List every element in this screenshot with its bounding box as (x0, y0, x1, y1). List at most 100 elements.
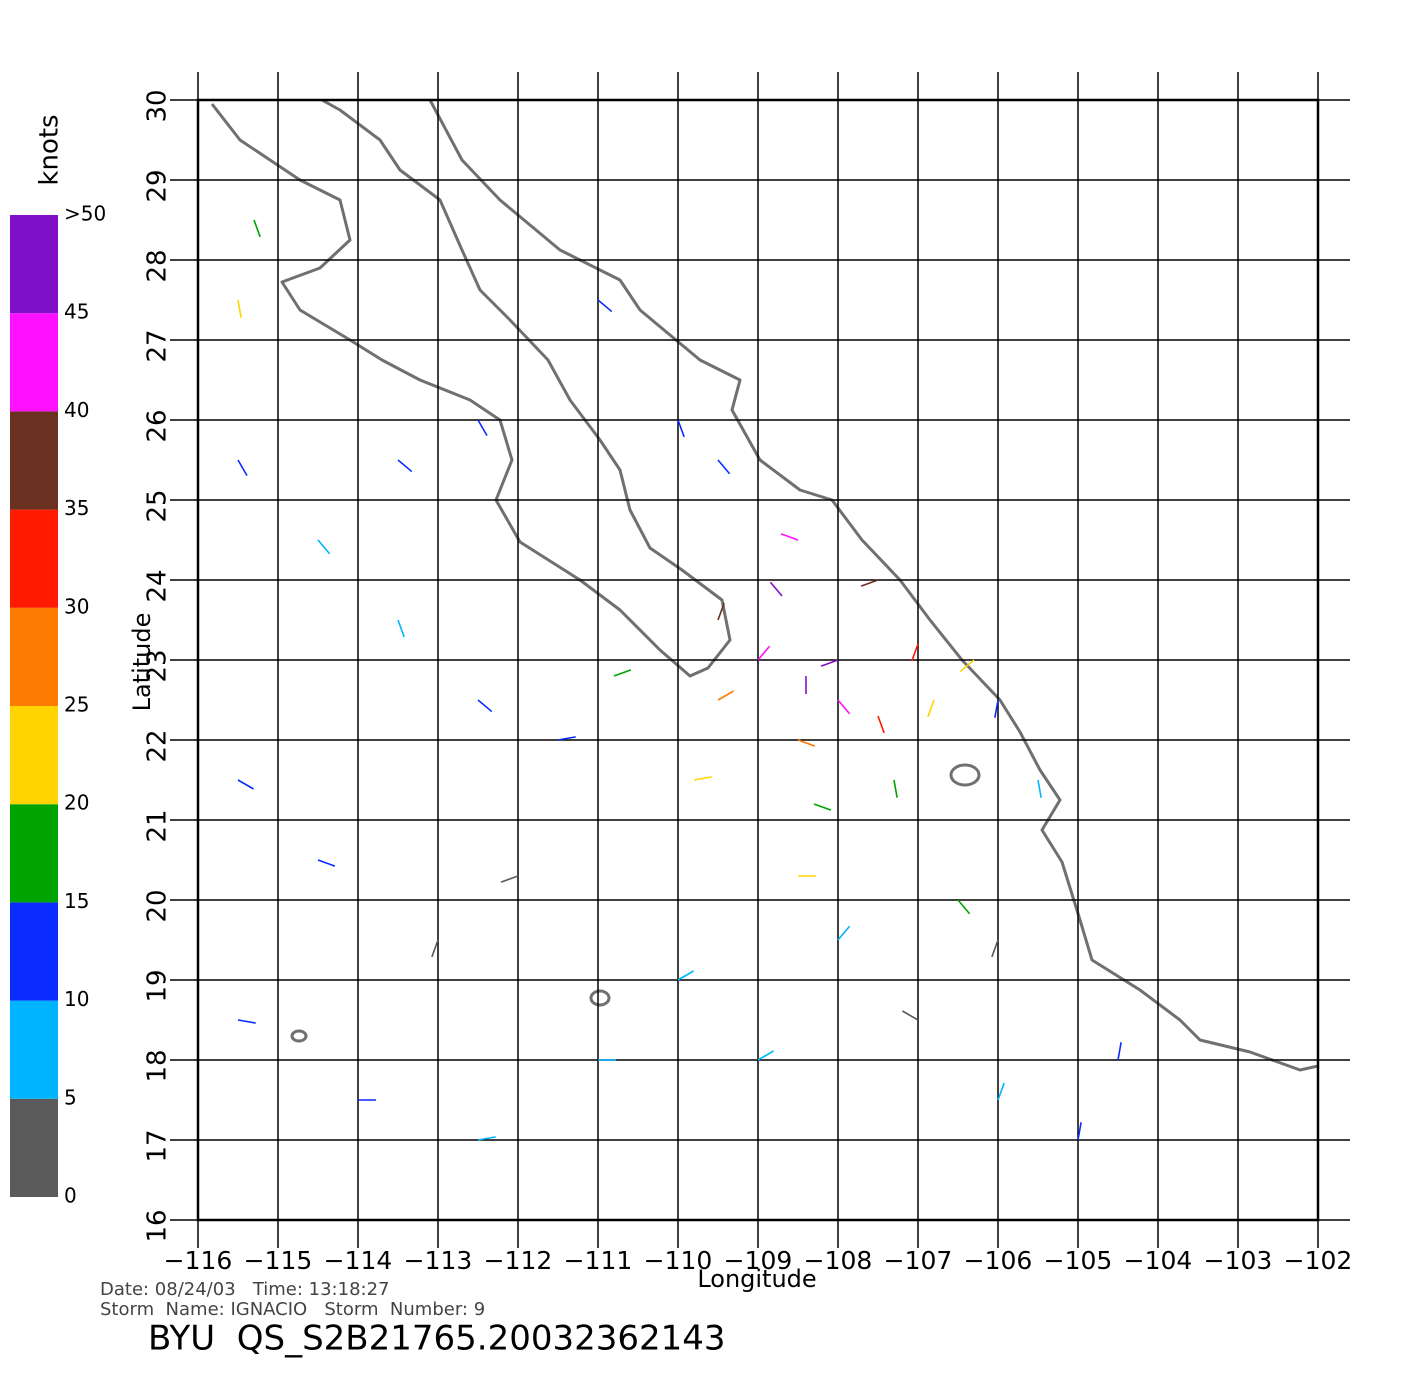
wind-vector (911, 643, 919, 662)
colorbar-bin (10, 804, 58, 903)
wind-vector (717, 602, 725, 621)
wind-vector (477, 699, 493, 713)
colorbar-bin (10, 411, 58, 510)
wind-vector (893, 779, 898, 798)
colorbar-bin (10, 1098, 58, 1197)
y-tick-label: 20 (143, 889, 173, 922)
x-tick-label: −116 (164, 1246, 233, 1275)
wind-vector (253, 219, 261, 238)
wind-vector (757, 1050, 774, 1061)
x-tick-label: −108 (804, 1246, 873, 1275)
x-tick-label: −112 (484, 1246, 553, 1275)
y-tick-label: 22 (143, 729, 173, 762)
y-tick-label: 25 (143, 489, 173, 522)
footer-title: BYU QS_S2B21765.20032362143 (148, 1319, 726, 1359)
y-tick-label: 17 (143, 1129, 173, 1162)
y-tick-label: 18 (143, 1049, 173, 1082)
colorbar-tick-label: 45 (64, 300, 89, 324)
colorbar-bin (10, 509, 58, 608)
y-tick-label: 30 (143, 89, 173, 122)
wind-vectors (237, 219, 1122, 1141)
colorbar-label: knots (35, 114, 65, 185)
colorbar-bin (10, 1000, 58, 1099)
colorbar-tick-label: 5 (64, 1085, 77, 1109)
colorbar-bin (10, 313, 58, 412)
wind-vector (477, 419, 488, 436)
colorbar-bin (10, 902, 58, 1001)
x-tick-label: −105 (1044, 1246, 1113, 1275)
x-tick-label: −111 (564, 1246, 633, 1275)
wind-vector (959, 659, 975, 673)
y-tick-label: 29 (143, 169, 173, 202)
mainland-coast (428, 99, 1319, 1072)
plot-frame (196, 98, 1320, 1222)
wind-vector (677, 419, 685, 438)
colorbar-bin (10, 607, 58, 706)
wind-vector (477, 1136, 496, 1141)
colorbar-bin (10, 706, 58, 805)
colorbar-tick-label: 10 (64, 987, 89, 1011)
x-tick-label: −109 (724, 1246, 793, 1275)
y-tick-label: 21 (143, 809, 173, 842)
wind-vector (317, 539, 331, 555)
y-tick-label: 23 (143, 649, 173, 682)
wind-vector (1077, 1122, 1082, 1141)
x-tick-label: −113 (404, 1246, 473, 1275)
wind-vector (317, 859, 336, 867)
x-tick-label: −107 (884, 1246, 953, 1275)
wind-vector (237, 779, 254, 790)
wind-vector (557, 736, 576, 741)
wind-vector (813, 803, 832, 811)
x-tick-label: −110 (644, 1246, 713, 1275)
y-tick-label: 27 (143, 329, 173, 362)
y-tick-label: 19 (143, 969, 173, 1002)
colorbar-tick-label: 40 (64, 398, 89, 422)
x-axis-label: Longitude (697, 1265, 816, 1293)
island (589, 989, 611, 1007)
wind-vector (902, 1010, 919, 1021)
wind-vector (860, 579, 879, 587)
y-axis-label: Latitude (128, 613, 156, 712)
x-tick-label: −104 (1124, 1246, 1193, 1275)
wind-vector (500, 875, 519, 883)
colorbar-tick-label: 0 (64, 1184, 77, 1208)
wind-vector (717, 459, 731, 475)
colorbar-tick-label: >50 (64, 202, 106, 226)
wind-vector (397, 459, 413, 473)
wind-vector (431, 939, 439, 958)
y-tick-label: 16 (143, 1209, 173, 1242)
coastline (210, 98, 1319, 1072)
wind-vector (237, 1019, 256, 1024)
island (949, 763, 981, 787)
wind-vector (837, 925, 851, 941)
wind-vector (597, 299, 613, 313)
colorbar-tick-label: 20 (64, 791, 89, 815)
wind-vector (797, 739, 816, 747)
wind-vector (677, 970, 694, 981)
annotation: Storm Name: IGNACIO Storm Number: 9 (100, 1299, 485, 1320)
y-tick-label: 26 (143, 409, 173, 442)
colorbar-tick-label: 35 (64, 496, 89, 520)
x-tick-label: −103 (1204, 1246, 1273, 1275)
wind-vector (780, 533, 799, 541)
x-tick-label: −102 (1284, 1246, 1353, 1275)
colorbar-tick-label: 30 (64, 594, 89, 618)
colorbar-tick-label: 15 (64, 889, 89, 913)
baja-coast (210, 98, 732, 678)
wind-vector (994, 699, 999, 718)
wind-vector (877, 715, 885, 734)
wind-vector (613, 669, 632, 677)
wind-vector (820, 659, 839, 667)
x-tick-label: −114 (324, 1246, 393, 1275)
wind-vector (997, 1082, 1005, 1101)
wind-vector (991, 939, 999, 958)
wind-vector (957, 899, 971, 915)
wind-vector (717, 690, 734, 701)
wind-vector (237, 459, 248, 476)
wind-vector (757, 645, 771, 661)
colorbar-bin (10, 215, 58, 314)
wind-vector (1117, 1042, 1122, 1061)
wind-vector (837, 699, 851, 715)
island (290, 1029, 308, 1043)
